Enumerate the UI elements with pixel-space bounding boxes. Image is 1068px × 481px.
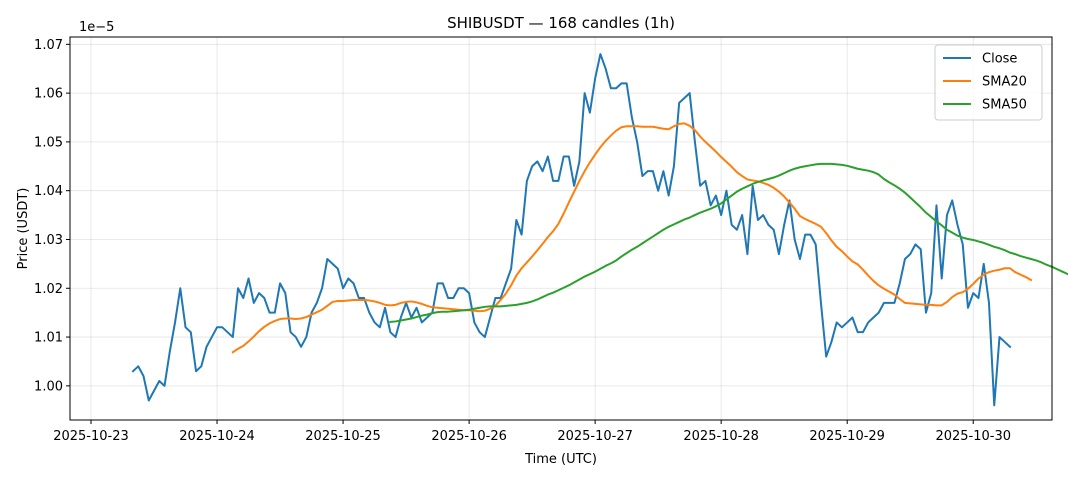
x-tick-label: 2025-10-29 <box>809 429 885 444</box>
grid <box>70 37 1052 420</box>
x-tick-label: 2025-10-25 <box>305 429 381 444</box>
x-tick-label: 2025-10-30 <box>935 429 1011 444</box>
y-tick-label: 1.03 <box>34 233 63 248</box>
x-tick-label: 2025-10-24 <box>179 429 255 444</box>
y-axis-label: Price (USDT) <box>16 188 31 270</box>
x-tick-label: 2025-10-23 <box>53 429 129 444</box>
x-tick-label: 2025-10-27 <box>557 429 633 444</box>
chart-title: SHIBUSDT — 168 candles (1h) <box>447 14 675 32</box>
y-tick-label: 1.05 <box>34 135 63 150</box>
legend-label: SMA50 <box>982 98 1027 113</box>
y-axis-offset-label: 1e−5 <box>79 20 114 35</box>
y-tick-label: 1.01 <box>34 331 63 346</box>
x-axis: 2025-10-23 2025-10-24 2025-10-25 2025-10-26… <box>53 420 1011 444</box>
y-tick-label: 1.07 <box>34 38 63 53</box>
series-line-close <box>131 53 1012 407</box>
legend-label: SMA20 <box>982 75 1027 90</box>
plot-frame <box>69 36 1053 421</box>
y-tick-label: 1.02 <box>34 282 63 297</box>
x-tick-label: 2025-10-28 <box>683 429 759 444</box>
x-axis-label: Time (UTC) <box>524 452 597 467</box>
y-tick-label: 1.00 <box>34 379 63 394</box>
series-lines <box>131 53 1068 407</box>
legend-box <box>934 44 1043 121</box>
y-tick-label: 1.06 <box>34 87 63 102</box>
legend-label: Close <box>982 52 1017 67</box>
x-tick-label: 2025-10-26 <box>431 429 507 444</box>
y-axis: 1.00 1.01 1.02 1.03 1.04 1.05 1.06 1.07 <box>34 38 70 394</box>
series-line-sma50 <box>389 162 1068 324</box>
legend: Close SMA20 SMA50 <box>934 44 1043 121</box>
series-line-sma20 <box>231 122 1033 354</box>
y-tick-label: 1.04 <box>34 184 63 199</box>
